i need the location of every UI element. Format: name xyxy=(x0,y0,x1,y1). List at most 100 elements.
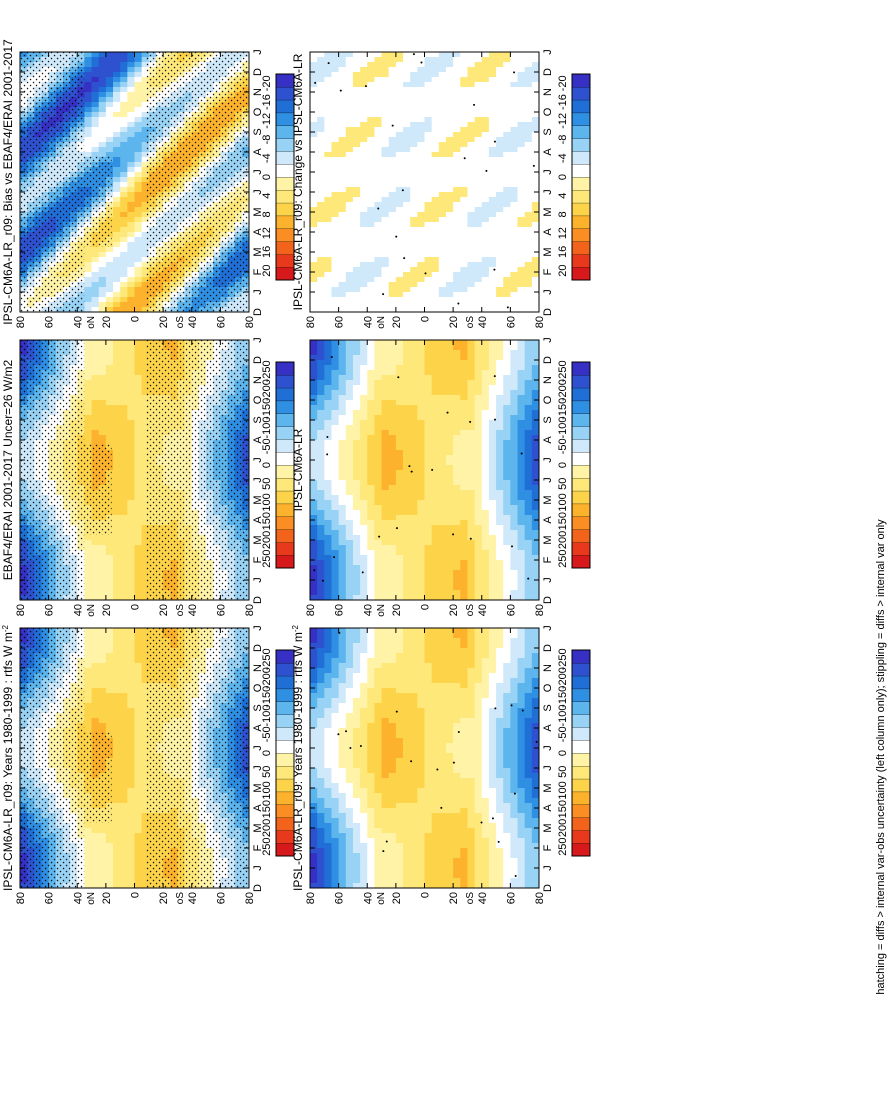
heatmap-cell xyxy=(460,807,468,813)
heatmap-cell xyxy=(460,642,468,648)
heatmap-cell xyxy=(510,647,518,653)
heatmap-cell xyxy=(445,632,454,638)
heatmap-cell xyxy=(134,792,143,798)
heatmap-cell xyxy=(91,712,100,718)
heatmap-cell xyxy=(360,857,368,863)
heatmap-cell xyxy=(127,797,135,803)
stipple-dot xyxy=(480,821,483,824)
heatmap-cell xyxy=(438,772,447,778)
heatmap-cell xyxy=(345,697,354,703)
heatmap-cell xyxy=(98,549,107,555)
heatmap-cell xyxy=(120,837,128,843)
heatmap-cell xyxy=(345,647,354,653)
heatmap-cell xyxy=(410,717,418,723)
heatmap-cell xyxy=(467,692,475,698)
heatmap-cell xyxy=(338,822,347,828)
heatmap-cell xyxy=(98,702,107,708)
heatmap-cell xyxy=(410,707,418,713)
heatmap-cell xyxy=(388,632,397,638)
stipple-dot xyxy=(535,740,538,743)
heatmap-cell xyxy=(445,677,454,683)
heatmap-cell xyxy=(352,842,361,848)
heatmap-cell xyxy=(503,847,511,853)
heatmap-cell xyxy=(438,762,447,768)
heatmap-cell xyxy=(531,647,540,653)
heatmap-cell xyxy=(510,672,518,678)
stipple-dot xyxy=(385,840,388,843)
heatmap-cell xyxy=(474,682,483,688)
heatmap-cell xyxy=(367,707,375,713)
heatmap-cell xyxy=(331,837,340,843)
heatmap-cell xyxy=(503,792,511,798)
heatmap-cell xyxy=(481,742,490,748)
heatmap-cell xyxy=(345,867,354,873)
heatmap-cell xyxy=(127,574,135,580)
heatmap-cell xyxy=(488,827,497,833)
heatmap-cell xyxy=(403,837,411,843)
heatmap-cell xyxy=(352,657,361,663)
heatmap-cell xyxy=(84,877,92,883)
heatmap-cell xyxy=(388,802,397,808)
heatmap-cell xyxy=(113,449,121,455)
heatmap-cell xyxy=(120,772,128,778)
heatmap-cell xyxy=(445,727,454,733)
heatmap-cell xyxy=(331,647,340,653)
lat-hemisphere-N: oN xyxy=(376,892,387,905)
heatmap-cell xyxy=(510,822,518,828)
heatmap-cell xyxy=(338,697,347,703)
heatmap-cell xyxy=(410,847,418,853)
heatmap-cell xyxy=(524,742,533,748)
heatmap-cell xyxy=(488,777,497,783)
heatmap-cell xyxy=(496,782,504,788)
heatmap-cell xyxy=(317,882,325,888)
heatmap-cell xyxy=(98,677,107,683)
heatmap-cell xyxy=(438,667,447,673)
heatmap-cell xyxy=(445,782,454,788)
heatmap-cell xyxy=(127,559,135,565)
heatmap-cell xyxy=(374,682,382,688)
heatmap-cell xyxy=(120,529,128,535)
heatmap-cell xyxy=(481,677,490,683)
heatmap-cell xyxy=(105,882,114,888)
heatmap-cell xyxy=(381,852,390,858)
heatmap-cell xyxy=(331,747,340,753)
heatmap-cell xyxy=(531,677,540,683)
heatmap-cell xyxy=(105,837,114,843)
heatmap-cell xyxy=(424,667,433,673)
heatmap-cell xyxy=(98,559,107,565)
heatmap-cell xyxy=(417,637,425,643)
heatmap-cell xyxy=(84,842,92,848)
heatmap-cell xyxy=(120,489,128,495)
heatmap-cell xyxy=(503,867,511,873)
heatmap-cell xyxy=(113,549,121,555)
heatmap-cell xyxy=(467,857,475,863)
heatmap-cell xyxy=(517,862,526,868)
heatmap-cell xyxy=(113,637,121,643)
heatmap-cell xyxy=(91,429,100,435)
heatmap-cell xyxy=(120,429,128,435)
heatmap-cell xyxy=(381,702,390,708)
heatmap-cell xyxy=(127,802,135,808)
heatmap-cell xyxy=(120,524,128,530)
heatmap-cell xyxy=(381,882,390,888)
heatmap-cell xyxy=(445,652,454,658)
heatmap-cell xyxy=(524,852,533,858)
heatmap-cell xyxy=(410,837,418,843)
heatmap-cell xyxy=(84,722,92,728)
heatmap-cell xyxy=(431,717,440,723)
heatmap-cell xyxy=(453,787,461,793)
heatmap-cell xyxy=(460,797,468,803)
heatmap-cell xyxy=(481,667,490,673)
heatmap-cell xyxy=(395,842,404,848)
heatmap-cell xyxy=(127,594,135,600)
heatmap-cell xyxy=(345,852,354,858)
heatmap-cell xyxy=(467,792,475,798)
heatmap-cell xyxy=(503,662,511,668)
heatmap-cell xyxy=(338,847,347,853)
heatmap-cell xyxy=(134,529,143,535)
heatmap-cell xyxy=(113,444,121,450)
heatmap-cell xyxy=(531,822,540,828)
heatmap-cell xyxy=(367,722,375,728)
heatmap-cell xyxy=(474,877,483,883)
heatmap-cell xyxy=(120,647,128,653)
